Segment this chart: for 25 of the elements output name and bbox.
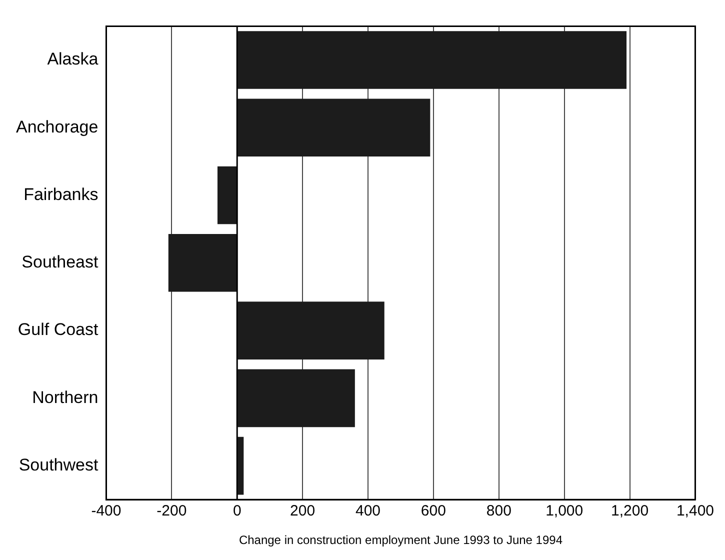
x-tick-label: 1,400	[676, 502, 714, 520]
x-tick-label: 1,000	[546, 502, 584, 520]
y-tick-label: Southwest	[18, 455, 98, 474]
y-tick-label: Southeast	[22, 252, 98, 272]
y-tick-label: Fairbanks	[24, 184, 98, 204]
bar	[238, 369, 355, 428]
x-tick-label: 400	[355, 502, 381, 520]
x-tick-label: 1,200	[611, 502, 649, 520]
bar	[238, 98, 430, 157]
x-tick-label: 200	[290, 502, 316, 520]
y-tick-label: Northern	[32, 388, 98, 407]
y-tick-label: Anchorage	[16, 117, 98, 136]
x-axis-title: Change in construction employment June 1993 to June 1994	[238, 533, 563, 548]
x-tick-label: -200	[156, 502, 187, 520]
bar	[238, 302, 384, 360]
bar	[238, 436, 244, 495]
bar	[217, 166, 237, 224]
x-tick-label: 800	[486, 502, 512, 520]
x-tick-label: 600	[420, 502, 446, 520]
bar	[238, 31, 627, 89]
bar	[168, 234, 237, 292]
x-tick-label: 0	[232, 502, 242, 520]
y-tick-label: Alaska	[47, 50, 99, 69]
x-tick-label: -400	[91, 502, 122, 520]
y-tick-label: Gulf Coast	[18, 320, 98, 340]
